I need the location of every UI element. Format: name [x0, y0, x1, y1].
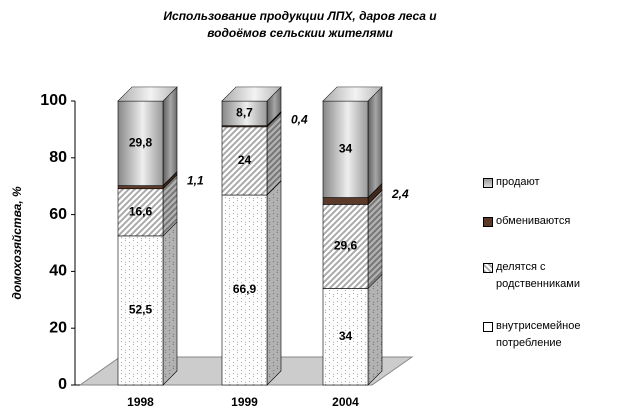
y-tick-label: 40 — [49, 263, 67, 280]
bar-top — [117, 86, 178, 102]
bar-side-shade — [163, 171, 177, 189]
y-tick-label: 80 — [49, 149, 67, 166]
y-tick-label: 0 — [58, 376, 67, 393]
y-tick-label: 20 — [49, 319, 67, 336]
bar-top-shade — [118, 87, 177, 101]
bar-top — [322, 86, 383, 102]
legend-label: обмениваются — [496, 215, 571, 227]
bar-top-shade — [222, 87, 281, 101]
y-axis-label: домохозяйства, % — [10, 186, 24, 300]
legend-swatch — [483, 322, 493, 332]
x-tick-label: 2004 — [332, 395, 359, 409]
bar — [117, 185, 164, 190]
bar-side-shade — [267, 87, 281, 126]
legend-label: продают — [496, 176, 540, 188]
bar-side-shade — [368, 274, 382, 385]
bar-top-shade — [323, 87, 382, 101]
bar-top — [221, 86, 282, 102]
bar-side-shade — [267, 112, 281, 196]
bar — [322, 197, 369, 205]
bar-side-shade — [163, 221, 177, 385]
value-label: 29,8 — [129, 135, 153, 149]
bar — [322, 288, 369, 386]
y-tick-label: 60 — [49, 206, 67, 223]
chart-title: Использование продукции ЛПХ, даров леса … — [163, 9, 437, 40]
bar-side-shade — [267, 181, 281, 385]
bar — [322, 204, 369, 289]
legend-swatch — [483, 217, 493, 227]
bar-side-shade — [368, 190, 382, 289]
legend-swatch — [483, 263, 493, 273]
value-label: 34 — [339, 329, 353, 343]
value-label: 24 — [238, 153, 252, 167]
bar — [117, 235, 164, 386]
value-label: 29,6 — [334, 239, 358, 253]
bar — [221, 100, 268, 127]
x-tick-label: 1999 — [231, 395, 258, 409]
x-tick-label: 1998 — [127, 395, 154, 409]
bar — [117, 100, 164, 186]
value-label: 1,1 — [187, 173, 204, 187]
bar — [322, 100, 369, 198]
legend-label: делятся с родственниками — [496, 261, 580, 290]
bar — [221, 194, 268, 386]
value-label: 8,7 — [236, 106, 253, 120]
bar — [221, 126, 268, 196]
value-label: 52,5 — [129, 303, 153, 317]
legend-label: внутрисемейное потребление — [496, 320, 581, 349]
value-label: 16,6 — [129, 204, 153, 218]
bar-side-shade — [163, 174, 177, 236]
bar-side-shade — [163, 87, 177, 186]
legend-swatch — [483, 178, 493, 188]
value-label: 66,9 — [233, 282, 257, 296]
value-label: 0,4 — [291, 112, 308, 126]
value-label: 34 — [339, 141, 353, 155]
value-label: 2,4 — [391, 187, 409, 201]
bar — [117, 188, 164, 237]
y-tick-label: 100 — [40, 92, 67, 109]
bar-side-shade — [368, 87, 382, 198]
bar-side-shade — [368, 183, 382, 205]
